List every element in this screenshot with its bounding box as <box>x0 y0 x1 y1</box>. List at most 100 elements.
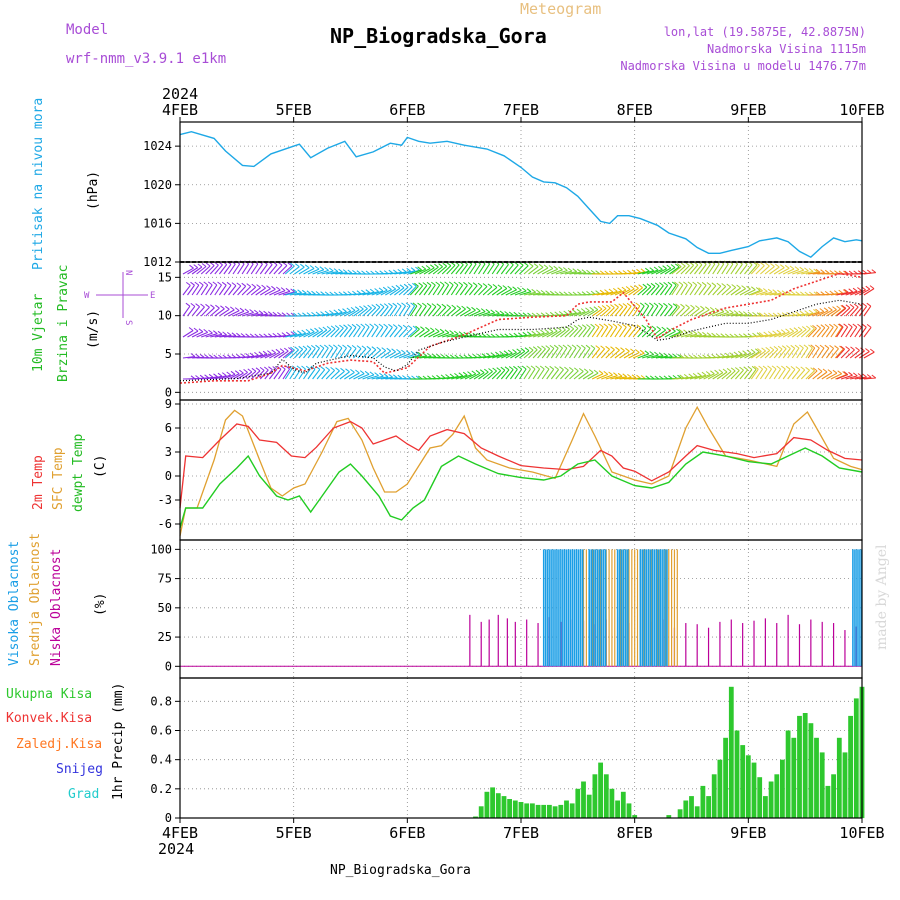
wind-barb-flag <box>741 285 746 290</box>
wind-barb <box>455 374 468 380</box>
wind-barb-flag <box>753 365 759 370</box>
wind-barb <box>578 310 590 317</box>
wind-barb <box>509 264 519 275</box>
wind-barb <box>528 292 541 296</box>
wind-barb-flag <box>751 365 757 370</box>
wind-barb-flag <box>865 285 871 290</box>
wind-barb-flag <box>688 373 694 378</box>
precip-bar <box>547 804 552 818</box>
wind-barb <box>321 369 331 380</box>
wind-barb-flag <box>595 290 600 295</box>
wind-barb-flag <box>397 374 403 379</box>
wind-barb <box>389 327 398 338</box>
wind-barb <box>210 333 223 338</box>
wind-barb-flag <box>559 366 564 371</box>
wind-barb-flag <box>756 312 762 317</box>
wind-barb <box>423 330 435 338</box>
wind-barb <box>805 370 815 380</box>
wind-barb <box>748 289 761 296</box>
wind-barb-flag <box>608 288 614 293</box>
wind-barb-flag <box>504 311 509 315</box>
wind-barb-flag <box>538 263 544 268</box>
wind-barb <box>268 264 278 275</box>
wind-barb <box>293 368 302 380</box>
wind-barb-flag <box>780 365 786 370</box>
wind-barb-flag <box>816 324 821 329</box>
wind-barb <box>675 265 686 275</box>
wind-barb <box>764 292 777 296</box>
wind-barb-flag <box>755 287 761 291</box>
wind-barb <box>419 268 431 275</box>
wind-barb-flag <box>217 281 222 286</box>
wind-barb <box>432 266 443 275</box>
subtitle: Meteogram <box>520 0 601 18</box>
wind-barb <box>698 309 710 317</box>
wind-barb <box>418 285 428 296</box>
wind-barb-flag <box>445 374 450 378</box>
wind-barb-flag <box>626 323 632 328</box>
wind-barb <box>469 310 481 317</box>
wind-barb <box>380 350 392 359</box>
wind-barb-flag <box>217 330 223 335</box>
wind-barb <box>441 284 450 296</box>
wind-barb <box>546 348 555 359</box>
wind-barb <box>437 332 450 338</box>
wind-barb-flag <box>558 291 564 296</box>
wind-barb <box>334 347 343 359</box>
wind-barb-flag <box>636 324 642 329</box>
wind-barb-flag <box>492 367 497 372</box>
wind-barb <box>707 372 719 380</box>
wind-barb-flag <box>794 344 800 349</box>
wind-barb-flag <box>829 344 834 349</box>
wind-barb <box>289 333 302 338</box>
temp2m-label: 2m Temp <box>31 455 46 510</box>
wind-barb <box>307 348 316 359</box>
wind-barb <box>428 331 440 338</box>
wind-barb-flag <box>779 264 785 269</box>
wind-barb <box>671 306 681 317</box>
wind-barb <box>845 290 858 296</box>
wind-barb <box>496 313 509 317</box>
wind-barb-flag <box>840 304 846 309</box>
wind-barb-flag <box>711 332 716 337</box>
wind-barb <box>532 266 544 275</box>
wind-barb-flag <box>382 286 388 291</box>
wind-barb-flag <box>688 330 693 335</box>
wind-barb-flag <box>291 365 297 370</box>
wind-barb-flag <box>724 333 730 338</box>
precip-bar <box>819 752 825 818</box>
wind-barb <box>845 326 853 338</box>
wind-barb <box>573 311 586 317</box>
wind-barb <box>394 352 406 359</box>
wind-barb <box>769 349 779 359</box>
wind-barb <box>446 333 459 338</box>
wind-barb-flag <box>852 323 858 328</box>
wind-barb <box>650 329 662 338</box>
wind-barb-flag <box>661 326 667 331</box>
wind-barb <box>403 328 413 338</box>
wind-barb <box>671 266 682 275</box>
wind-barb <box>694 264 703 275</box>
wind-barb <box>646 354 659 359</box>
wind-barb-flag <box>200 303 205 308</box>
wind-barb <box>564 370 574 380</box>
wind-barb-flag <box>531 330 537 335</box>
wind-barb-flag <box>441 303 447 308</box>
wind-barb <box>228 310 240 317</box>
wind-barb <box>850 375 863 380</box>
wind-barb-flag <box>720 353 725 358</box>
wind-barb-flag <box>601 305 607 309</box>
wind-barb <box>223 263 232 275</box>
wind-barb-flag <box>819 308 825 312</box>
wind-barb <box>514 368 523 380</box>
wind-barb <box>664 306 673 317</box>
wind-barb <box>591 348 601 359</box>
wind-barb <box>684 284 693 296</box>
wind-barb-flag <box>436 303 442 308</box>
wind-barb-flag <box>852 287 858 292</box>
page-title: NP_Biogradska_Gora <box>330 24 547 48</box>
precip-bar <box>740 745 746 818</box>
wind-barb <box>353 348 362 359</box>
wind-barb <box>671 331 684 338</box>
wind-barb-flag <box>544 365 550 370</box>
